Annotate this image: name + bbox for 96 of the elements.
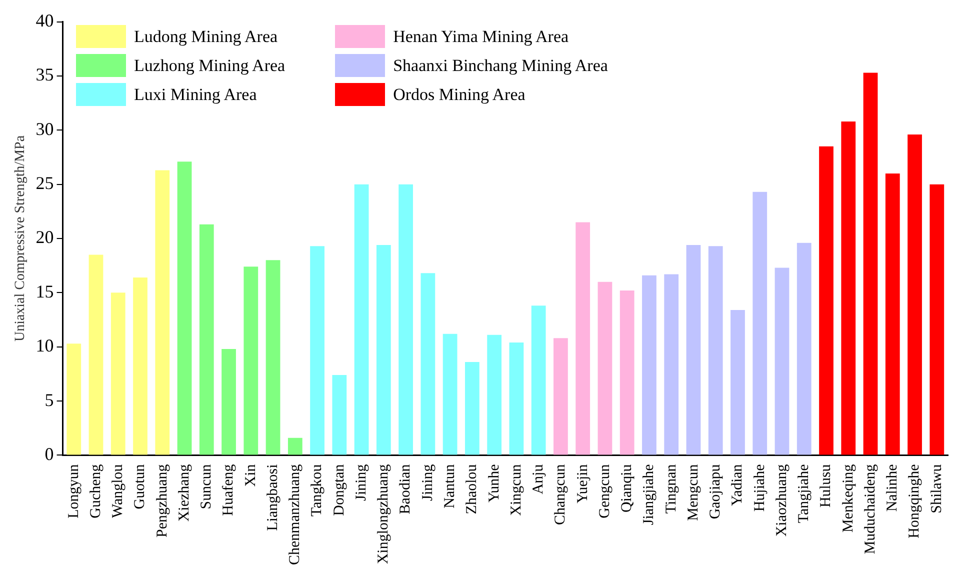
bar — [664, 274, 679, 455]
x-tick-label: Xinglongzhuang — [376, 464, 392, 564]
bar — [266, 260, 280, 455]
x-tick-label: Nantun — [442, 464, 458, 508]
bar — [376, 245, 391, 455]
bar — [531, 306, 546, 455]
bar — [177, 162, 192, 455]
bar — [774, 268, 790, 455]
legend-label: Luxi Mining Area — [134, 84, 257, 104]
x-tick-label: Jining — [420, 464, 436, 501]
bar — [841, 121, 856, 455]
x-tick-label: Baodian — [398, 464, 414, 514]
x-tick-label: Hujiahe — [752, 464, 768, 512]
bar — [244, 266, 258, 455]
bar — [752, 192, 768, 455]
x-tick-label: Tingnan — [663, 464, 680, 514]
bar — [66, 344, 82, 455]
legend-label: Luzhong Mining Area — [134, 56, 286, 76]
legend-label: Ludong Mining Area — [134, 26, 278, 46]
bar — [796, 242, 812, 455]
bar — [110, 292, 126, 455]
bar — [708, 246, 723, 455]
x-tick-label: Nalinhe — [884, 464, 901, 512]
bar — [288, 438, 302, 455]
bar — [930, 184, 944, 455]
y-tick-label: 10 — [36, 336, 54, 356]
bar — [199, 224, 214, 455]
bar — [332, 375, 347, 455]
bar — [155, 170, 170, 455]
x-tick-label: Jiangjiahe — [641, 464, 658, 526]
x-tick-label: Changcun — [552, 464, 569, 526]
bar — [420, 273, 436, 455]
y-tick-label: 5 — [44, 390, 54, 410]
x-tick-label: Tangjiahe — [796, 464, 812, 524]
x-tick-label: Xiaozhuang — [774, 464, 790, 537]
x-tick-label: Jining — [353, 464, 370, 501]
bar — [222, 349, 236, 455]
x-tick-label: Guotun — [132, 464, 148, 510]
bar — [885, 173, 900, 455]
bar — [908, 134, 922, 455]
x-tick-label: Pengzhuang — [154, 464, 170, 538]
x-tick-label: Gucheng — [88, 464, 104, 518]
x-tick-label: Yunhe — [486, 464, 502, 503]
bar — [730, 310, 745, 455]
x-tick-label: Dongtan — [331, 464, 348, 516]
bar — [554, 338, 568, 455]
x-tick-label: Liangbaosi — [264, 464, 281, 531]
y-tick-label: 0 — [44, 444, 54, 464]
bar — [642, 275, 656, 455]
x-tick-label: Wanglou — [110, 464, 126, 518]
y-tick-label: 40 — [36, 10, 54, 31]
x-tick-label: Qianqiu — [619, 464, 636, 513]
legend-label: Shaanxi Binchang Mining Area — [393, 56, 608, 76]
x-tick-label: Gengcun — [596, 464, 613, 518]
bar — [819, 146, 834, 455]
bar — [576, 222, 590, 455]
x-tick-label: Mengcun — [685, 464, 702, 521]
x-tick-label: Chenmanzhuang — [287, 464, 304, 566]
legend-label: Henan Yima Mining Area — [393, 26, 569, 46]
x-tick-label: Xin — [242, 464, 259, 487]
bar — [88, 254, 104, 455]
y-tick-label: 30 — [36, 118, 54, 139]
x-tick-label: Anju — [530, 464, 547, 494]
x-tick-label: Tangkou — [309, 464, 326, 516]
bar — [686, 245, 701, 455]
x-tick-label: Yuejin — [574, 464, 591, 504]
bar — [310, 246, 324, 455]
y-tick-label: 25 — [36, 173, 54, 194]
x-tick-label: Shilawu — [928, 464, 945, 514]
y-tick-label: 20 — [36, 227, 54, 248]
x-tick-label: Gaojiapu — [708, 464, 724, 520]
x-tick-label: Menkeqing — [840, 464, 856, 533]
x-tick-label: Xingcun — [508, 464, 524, 516]
x-tick-label: Hongqinghe — [906, 464, 923, 538]
y-axis-title: Uniaxial Compressive Strength/MPa — [13, 134, 28, 342]
x-tick-label: Muduchaideng — [862, 464, 878, 554]
x-tick-label: Longyun — [66, 464, 82, 518]
legend-label: Ordos Mining Area — [393, 84, 526, 104]
bar — [464, 362, 480, 455]
x-tick-label: Zhaolou — [464, 464, 480, 514]
x-tick-label: Suncun — [198, 464, 215, 510]
y-tick-label: 35 — [36, 64, 54, 85]
bar — [133, 278, 148, 455]
bar — [354, 184, 369, 455]
bar — [509, 342, 524, 455]
bar — [620, 290, 634, 455]
bar — [598, 282, 612, 455]
bar — [442, 334, 458, 455]
x-tick-label: Xiezhang — [176, 464, 192, 522]
x-tick-label: Yadian — [730, 464, 746, 506]
y-tick-label: 15 — [36, 281, 54, 302]
bar — [863, 72, 878, 455]
x-tick-label: Hulusu — [818, 464, 834, 508]
bar — [487, 334, 502, 455]
bar — [398, 184, 413, 455]
x-tick-label: Huafeng — [220, 464, 237, 516]
